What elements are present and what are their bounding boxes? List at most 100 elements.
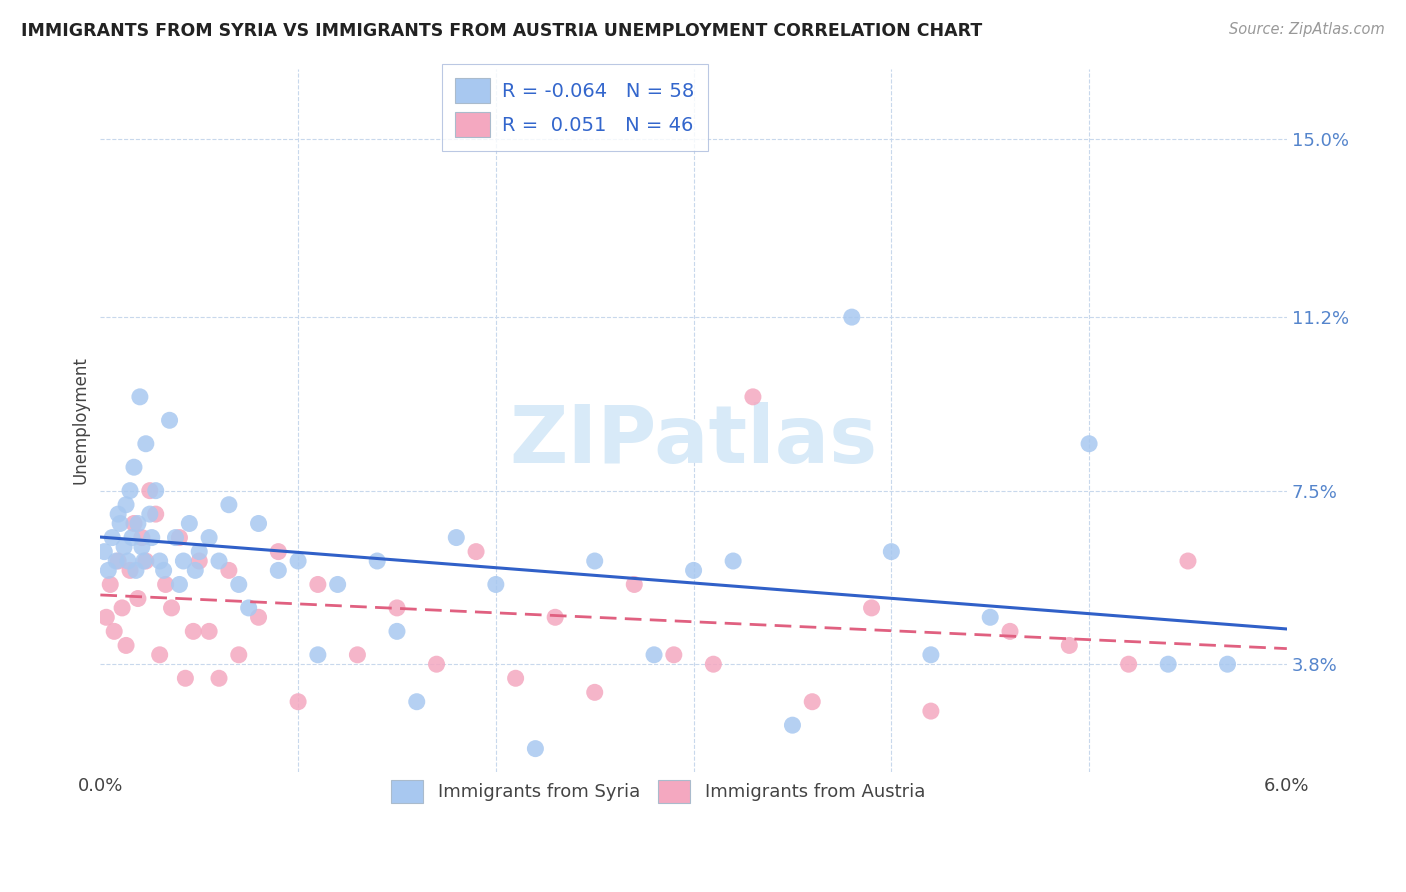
Point — [326, 577, 349, 591]
Point — [152, 563, 174, 577]
Point — [267, 563, 290, 577]
Point — [112, 540, 135, 554]
Point — [125, 563, 148, 577]
Point — [860, 601, 883, 615]
Point — [920, 648, 942, 662]
Point — [135, 554, 157, 568]
Point — [425, 657, 447, 672]
Point — [118, 483, 141, 498]
Point — [135, 436, 157, 450]
Point — [165, 531, 187, 545]
Point — [115, 498, 138, 512]
Point — [287, 554, 309, 568]
Legend: Immigrants from Syria, Immigrants from Austria: Immigrants from Syria, Immigrants from A… — [378, 767, 938, 816]
Point — [544, 610, 567, 624]
Point — [184, 563, 207, 577]
Point — [129, 390, 152, 404]
Point — [662, 648, 685, 662]
Point — [105, 554, 128, 568]
Point — [998, 624, 1021, 639]
Text: IMMIGRANTS FROM SYRIA VS IMMIGRANTS FROM AUSTRIA UNEMPLOYMENT CORRELATION CHART: IMMIGRANTS FROM SYRIA VS IMMIGRANTS FROM… — [21, 22, 983, 40]
Point — [505, 671, 527, 685]
Point — [188, 544, 211, 558]
Point — [160, 601, 183, 615]
Point — [101, 531, 124, 545]
Point — [139, 507, 162, 521]
Point — [346, 648, 368, 662]
Point — [107, 554, 129, 568]
Point — [228, 577, 250, 591]
Point — [111, 601, 134, 615]
Point — [247, 516, 270, 531]
Y-axis label: Unemployment: Unemployment — [72, 357, 89, 484]
Point — [880, 544, 903, 558]
Point — [782, 718, 804, 732]
Point — [385, 601, 408, 615]
Point — [267, 544, 290, 558]
Point — [307, 577, 329, 591]
Point — [218, 498, 240, 512]
Point — [98, 577, 121, 591]
Point — [208, 554, 231, 568]
Point — [93, 544, 115, 558]
Point — [131, 540, 153, 554]
Point — [583, 554, 606, 568]
Point — [623, 577, 645, 591]
Point — [307, 648, 329, 662]
Point — [208, 671, 231, 685]
Point — [121, 531, 143, 545]
Point — [801, 695, 824, 709]
Point — [131, 531, 153, 545]
Point — [228, 648, 250, 662]
Point — [920, 704, 942, 718]
Text: ZIPatlas: ZIPatlas — [509, 402, 877, 481]
Point — [122, 460, 145, 475]
Point — [721, 554, 744, 568]
Point — [149, 648, 172, 662]
Text: Source: ZipAtlas.com: Source: ZipAtlas.com — [1229, 22, 1385, 37]
Point — [108, 516, 131, 531]
Point — [218, 563, 240, 577]
Point — [198, 624, 221, 639]
Point — [643, 648, 665, 662]
Point — [141, 531, 163, 545]
Point — [682, 563, 704, 577]
Point — [169, 531, 191, 545]
Point — [145, 483, 167, 498]
Point — [702, 657, 724, 672]
Point — [979, 610, 1001, 624]
Point — [107, 507, 129, 521]
Point — [179, 516, 201, 531]
Point — [188, 554, 211, 568]
Point — [139, 483, 162, 498]
Point — [446, 531, 468, 545]
Point — [149, 554, 172, 568]
Point — [583, 685, 606, 699]
Point — [132, 554, 155, 568]
Point — [169, 577, 191, 591]
Point — [145, 507, 167, 521]
Point — [174, 671, 197, 685]
Point — [524, 741, 547, 756]
Point — [103, 624, 125, 639]
Point — [96, 610, 118, 624]
Point — [115, 639, 138, 653]
Point — [742, 390, 765, 404]
Point — [1177, 554, 1199, 568]
Point — [155, 577, 177, 591]
Point — [122, 516, 145, 531]
Point — [97, 563, 120, 577]
Point — [1059, 639, 1081, 653]
Point — [841, 310, 863, 325]
Point — [118, 563, 141, 577]
Point — [405, 695, 427, 709]
Point — [287, 695, 309, 709]
Point — [159, 413, 181, 427]
Point — [1118, 657, 1140, 672]
Point — [366, 554, 388, 568]
Point — [385, 624, 408, 639]
Point — [1078, 436, 1101, 450]
Point — [1157, 657, 1180, 672]
Point — [172, 554, 194, 568]
Point — [1216, 657, 1239, 672]
